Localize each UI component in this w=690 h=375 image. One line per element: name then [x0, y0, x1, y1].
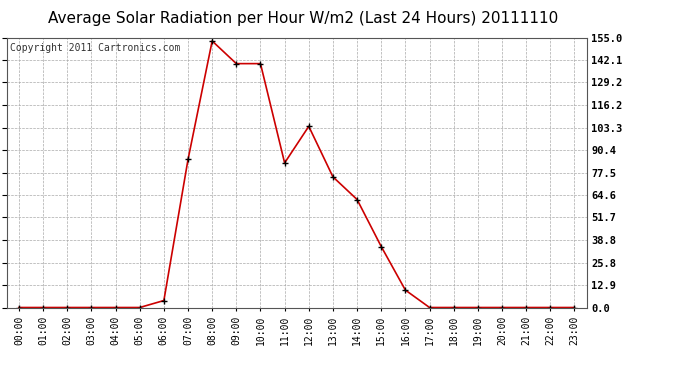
Text: Copyright 2011 Cartronics.com: Copyright 2011 Cartronics.com	[10, 43, 180, 53]
Text: Average Solar Radiation per Hour W/m2 (Last 24 Hours) 20111110: Average Solar Radiation per Hour W/m2 (L…	[48, 11, 559, 26]
